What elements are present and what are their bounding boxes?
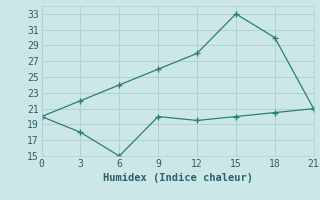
X-axis label: Humidex (Indice chaleur): Humidex (Indice chaleur) bbox=[103, 173, 252, 183]
